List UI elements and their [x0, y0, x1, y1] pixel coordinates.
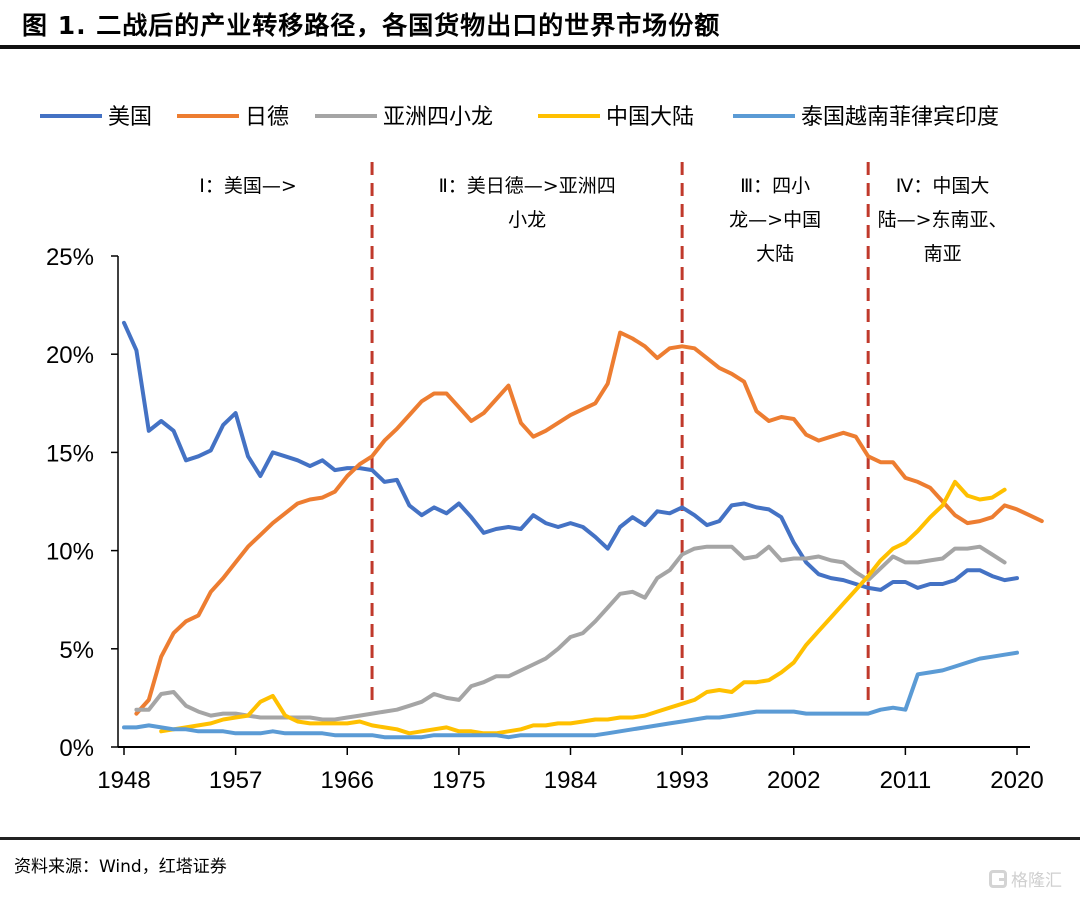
phase-label: 小龙	[508, 209, 546, 231]
phase-label: 南亚	[924, 243, 962, 265]
figure-title: 图 1. 二战后的产业转移路径，各国货物出口的世界市场份额	[22, 11, 721, 40]
phase-label: Ⅲ：四小	[740, 175, 810, 197]
series-line-美国	[122, 320, 1019, 592]
source-note: 资料来源：Wind，红塔证券	[14, 857, 227, 877]
phase-label: 龙—>中国	[729, 209, 821, 231]
y-tick-label: 15%	[46, 440, 94, 467]
y-tick-label: 20%	[46, 342, 94, 369]
x-tick-label: 1966	[321, 767, 374, 794]
x-tick-label: 1957	[209, 767, 262, 794]
legend-label: 亚洲四小龙	[383, 105, 493, 130]
gelonghui-logo-icon	[989, 869, 1007, 888]
legend-label: 泰国越南菲律宾印度	[801, 105, 999, 130]
phase-label: Ⅳ：中国大	[896, 175, 990, 197]
legend-label: 中国大陆	[606, 105, 694, 130]
x-tick-label: 1948	[97, 767, 150, 794]
series-line-泰国越南菲律宾印度	[122, 650, 1019, 740]
watermark: 格隆汇	[989, 866, 1062, 891]
bottom-rule	[0, 837, 1080, 840]
legend-label: 美国	[108, 105, 152, 130]
phase-label: 大陆	[756, 243, 794, 265]
phase-label: Ⅰ：美国—>	[199, 175, 297, 197]
phase-label: 陆—>东南亚、	[878, 209, 1008, 231]
y-tick-label: 5%	[59, 637, 94, 664]
line-chart: 美国 日德 亚洲四小龙 中国大陆 泰国越南菲律宾印度 Ⅰ：美国—> Ⅱ：美日德—>亚洲四小…	[40, 105, 1044, 794]
x-tick-label: 2002	[767, 767, 820, 794]
x-tick-label: 1975	[432, 767, 485, 794]
series-lines	[122, 320, 1044, 740]
x-tick-label: 2020	[990, 767, 1043, 794]
y-tick-label: 10%	[46, 539, 94, 566]
x-tick-label: 2011	[880, 767, 932, 794]
phase-dividers	[370, 162, 870, 707]
top-rule	[0, 45, 1080, 49]
series-line-日德	[134, 330, 1044, 716]
legend-label: 日德	[245, 105, 289, 130]
axes: 0% 5% 10% 15% 20% 25% 1948 1957 1966 1975 1984 1993…	[46, 244, 1044, 794]
watermark-text: 格隆汇	[1011, 871, 1062, 891]
series-line-亚洲四小龙	[134, 544, 1007, 722]
phase-labels: Ⅰ：美国—> Ⅱ：美日德—>亚洲四小龙 Ⅲ：四小龙—>中国大陆 Ⅳ：中国大陆—>东南亚…	[199, 175, 1007, 265]
legend: 美国 日德 亚洲四小龙 中国大陆 泰国越南菲律宾印度	[40, 105, 999, 130]
y-tick-label: 25%	[46, 244, 94, 271]
x-tick-label: 1984	[544, 767, 597, 794]
series-line-中国大陆	[159, 479, 1007, 736]
y-tick-label: 0%	[59, 735, 94, 762]
x-tick-label: 1993	[655, 767, 708, 794]
phase-label: Ⅱ：美日德—>亚洲四	[438, 175, 615, 197]
